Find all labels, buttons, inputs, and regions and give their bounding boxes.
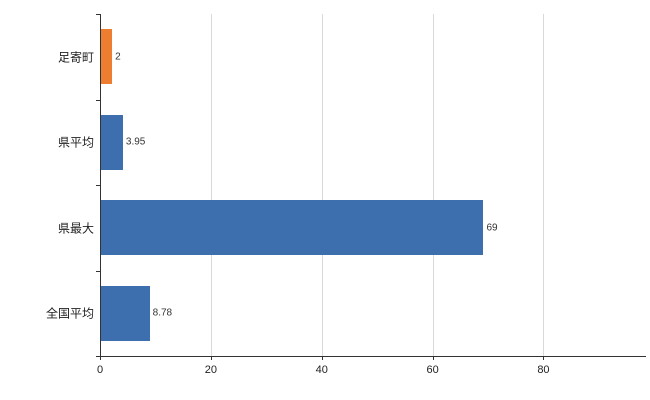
value-label-県最大: 69 bbox=[486, 222, 498, 234]
x-tick-label: 80 bbox=[537, 364, 550, 376]
value-label-全国平均: 8.78 bbox=[152, 307, 173, 319]
x-tick-label: 20 bbox=[204, 364, 217, 376]
x-tick-label: 0 bbox=[96, 364, 104, 376]
y-tick-mark bbox=[96, 14, 100, 15]
gridline-x-20 bbox=[210, 14, 212, 356]
bar-足寄町 bbox=[101, 29, 113, 85]
bar-県最大 bbox=[101, 200, 484, 256]
gridline-x-60 bbox=[432, 14, 434, 356]
x-tick-label: 60 bbox=[426, 364, 439, 376]
x-axis-line bbox=[100, 356, 646, 357]
category-label-県平均: 県平均 bbox=[57, 135, 94, 150]
x-tick-mark-80 bbox=[543, 356, 545, 360]
y-tick-mark bbox=[96, 99, 100, 101]
x-tick-mark-20 bbox=[210, 356, 212, 360]
category-label-全国平均: 全国平均 bbox=[45, 306, 94, 321]
y-tick-mark bbox=[96, 356, 100, 357]
x-tick-mark-60 bbox=[432, 356, 434, 360]
value-label-県平均: 3.95 bbox=[125, 136, 146, 148]
y-axis-line bbox=[100, 14, 101, 356]
gridline-x-80 bbox=[543, 14, 545, 356]
x-tick-mark-0 bbox=[100, 356, 101, 360]
bar-全国平均 bbox=[101, 285, 150, 341]
category-label-県最大: 県最大 bbox=[57, 221, 94, 236]
x-tick-label: 40 bbox=[315, 364, 328, 376]
y-tick-mark bbox=[96, 185, 100, 186]
value-label-足寄町: 2 bbox=[115, 51, 121, 63]
gridline-x-40 bbox=[321, 14, 323, 356]
bar-県平均 bbox=[101, 114, 123, 170]
category-label-足寄町: 足寄町 bbox=[57, 50, 94, 65]
x-tick-mark-40 bbox=[321, 356, 323, 360]
y-tick-mark bbox=[96, 270, 100, 272]
